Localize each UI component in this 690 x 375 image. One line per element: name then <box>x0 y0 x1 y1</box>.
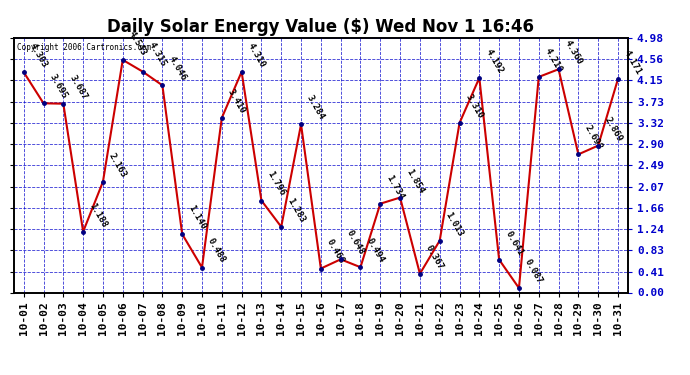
Text: 4.360: 4.360 <box>563 39 584 66</box>
Text: 3.687: 3.687 <box>68 73 89 101</box>
Title: Daily Solar Energy Value ($) Wed Nov 1 16:46: Daily Solar Energy Value ($) Wed Nov 1 1… <box>108 18 534 36</box>
Text: 3.695: 3.695 <box>48 73 69 100</box>
Text: 1.140: 1.140 <box>186 204 208 231</box>
Text: 1.796: 1.796 <box>266 170 287 198</box>
Text: 4.046: 4.046 <box>166 55 188 82</box>
Text: 0.468: 0.468 <box>325 238 346 266</box>
Text: 4.303: 4.303 <box>28 42 49 69</box>
Text: 1.283: 1.283 <box>286 196 306 224</box>
Text: 3.410: 3.410 <box>226 87 247 115</box>
Text: 0.494: 0.494 <box>364 237 386 264</box>
Text: 4.171: 4.171 <box>622 48 643 76</box>
Text: 4.192: 4.192 <box>484 47 504 75</box>
Text: 0.648: 0.648 <box>345 229 366 256</box>
Text: 0.087: 0.087 <box>523 258 544 285</box>
Text: 1.854: 1.854 <box>404 167 426 195</box>
Text: 3.284: 3.284 <box>305 94 326 122</box>
Text: 1.188: 1.188 <box>88 201 108 229</box>
Text: 4.315: 4.315 <box>147 41 168 69</box>
Text: 0.367: 0.367 <box>424 243 445 271</box>
Text: 2.869: 2.869 <box>602 115 624 143</box>
Text: 0.641: 0.641 <box>503 229 524 257</box>
Text: 2.698: 2.698 <box>582 124 604 152</box>
Text: 4.543: 4.543 <box>127 29 148 57</box>
Text: 1.013: 1.013 <box>444 210 465 238</box>
Text: 0.488: 0.488 <box>206 237 228 265</box>
Text: 2.163: 2.163 <box>107 151 128 179</box>
Text: 3.310: 3.310 <box>464 93 485 120</box>
Text: 4.210: 4.210 <box>543 46 564 74</box>
Text: 4.310: 4.310 <box>246 41 267 69</box>
Text: Copyright 2006 Cartronics.com: Copyright 2006 Cartronics.com <box>17 43 151 52</box>
Text: 1.734: 1.734 <box>384 173 406 201</box>
